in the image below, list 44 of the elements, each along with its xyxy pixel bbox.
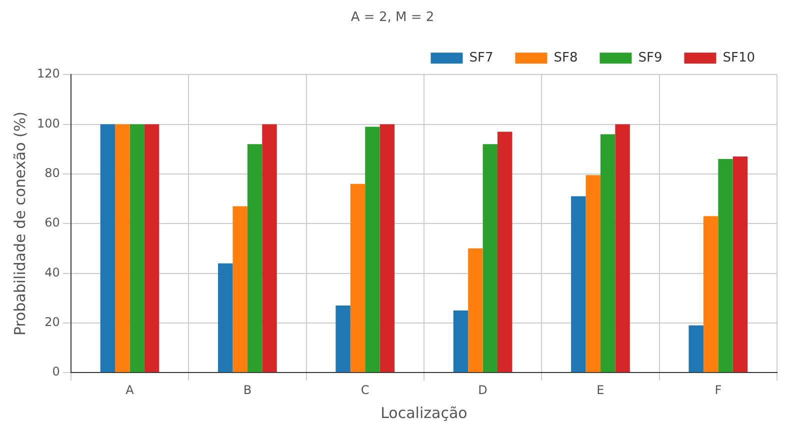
bar [703, 216, 718, 372]
bar [232, 206, 248, 372]
bar [498, 132, 512, 372]
bar [482, 144, 498, 372]
y-tick-label: 0 [52, 364, 60, 379]
y-tick-label: 20 [44, 315, 60, 330]
bar [600, 134, 616, 372]
bar [586, 175, 600, 372]
x-tick-label: C [360, 382, 370, 397]
legend-label: SF7 [469, 50, 494, 66]
y-tick-label: 60 [44, 216, 60, 230]
y-tick-label: 40 [44, 265, 60, 280]
y-axis-title: Probabilidade de conexão (%) [10, 112, 29, 336]
bar [468, 248, 483, 372]
x-tick-label: E [596, 382, 604, 397]
x-tick-label: A [126, 382, 135, 397]
legend-label: SF10 [722, 50, 756, 66]
bar [718, 159, 733, 372]
bar [453, 310, 468, 372]
y-tick-label: 80 [44, 166, 60, 180]
bar [380, 124, 395, 372]
bar [262, 124, 277, 372]
bar [218, 263, 233, 372]
y-tick-label: 120 [37, 66, 60, 81]
y-tick-label: 100 [37, 116, 60, 130]
bar [571, 196, 586, 372]
bar [144, 124, 160, 372]
chart-title: A = 2, M = 2 [350, 10, 434, 26]
bar [365, 126, 380, 372]
x-tick-label: F [714, 382, 722, 397]
bar [336, 306, 350, 372]
bar [688, 325, 704, 372]
legend-label: SF8 [554, 50, 578, 66]
bar [115, 124, 130, 372]
bar [100, 124, 116, 372]
bar [615, 124, 630, 372]
bar [732, 156, 748, 372]
bar [247, 144, 262, 372]
bar [350, 184, 366, 372]
x-tick-label: B [243, 382, 252, 397]
x-axis-title: Localização [380, 404, 468, 422]
bar [130, 124, 144, 372]
legend-label: SF9 [638, 50, 662, 66]
x-tick-label: D [478, 382, 488, 397]
